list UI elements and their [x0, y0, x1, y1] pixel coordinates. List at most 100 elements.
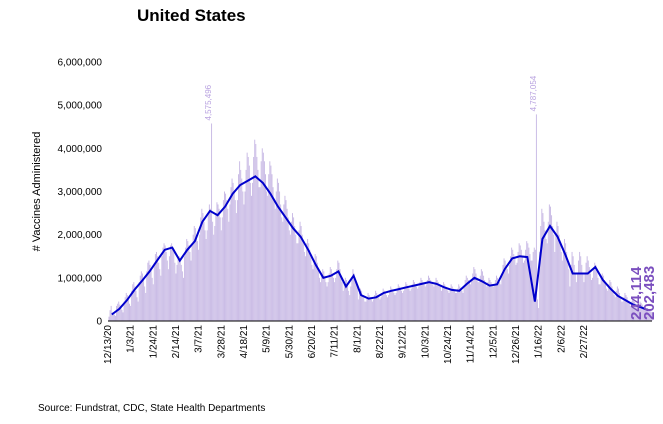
daily-bar — [247, 156, 249, 321]
daily-bar — [451, 286, 453, 321]
y-tick-label: 2,000,000 — [58, 230, 103, 241]
daily-bar — [334, 282, 336, 321]
daily-bar — [352, 269, 354, 321]
end-value-label: 202,483 — [641, 266, 658, 320]
daily-bar — [162, 247, 164, 321]
daily-bar — [114, 315, 116, 321]
daily-bar — [596, 271, 598, 321]
daily-bar — [250, 195, 252, 321]
daily-bar — [481, 271, 483, 321]
daily-bar — [216, 202, 218, 321]
daily-bar — [490, 282, 492, 321]
daily-bar — [369, 297, 371, 321]
daily-bar — [423, 284, 425, 321]
daily-bar — [397, 284, 399, 321]
daily-bar — [405, 282, 407, 321]
daily-bar — [389, 290, 391, 321]
daily-bar — [279, 191, 281, 321]
daily-bar — [152, 284, 154, 321]
daily-bar — [467, 279, 469, 321]
daily-bar — [269, 161, 271, 321]
daily-bar — [517, 251, 519, 321]
daily-bar — [225, 193, 227, 321]
daily-bar — [601, 273, 603, 321]
daily-bar — [437, 282, 439, 321]
daily-bar — [228, 221, 230, 321]
daily-bar — [567, 260, 569, 321]
daily-bar — [321, 273, 323, 321]
daily-bar — [562, 247, 564, 321]
daily-bar — [340, 275, 342, 321]
daily-bar — [624, 292, 626, 321]
daily-bar — [377, 295, 379, 321]
daily-bar — [170, 245, 172, 321]
daily-bar — [463, 286, 465, 321]
daily-bar — [338, 262, 340, 321]
daily-bar — [185, 247, 187, 321]
daily-bar — [649, 310, 651, 321]
daily-bar — [353, 273, 355, 321]
daily-bar — [636, 305, 638, 321]
daily-bar — [329, 267, 331, 321]
daily-bar — [635, 303, 637, 321]
daily-bar — [195, 234, 197, 321]
daily-bar — [433, 286, 435, 321]
daily-bar — [418, 286, 420, 321]
y-axis-label: # Vaccines Administered — [31, 132, 43, 252]
daily-bar — [403, 290, 405, 321]
daily-bar — [493, 284, 495, 321]
daily-bar — [327, 282, 329, 321]
daily-bar — [194, 228, 196, 321]
daily-bar — [602, 275, 604, 321]
daily-bar — [365, 301, 367, 321]
daily-bar — [127, 299, 129, 321]
daily-bar — [411, 284, 413, 321]
daily-bar — [241, 178, 243, 321]
x-tick-label: 2/6/22 — [556, 325, 567, 353]
daily-bar — [320, 282, 322, 321]
daily-bar — [621, 301, 623, 321]
daily-bar — [381, 292, 383, 321]
daily-bar — [611, 286, 613, 321]
daily-bar — [626, 297, 628, 321]
daily-bar — [637, 308, 639, 321]
daily-bar — [570, 264, 572, 321]
daily-bar — [619, 292, 621, 321]
daily-bar — [634, 301, 636, 321]
daily-bar — [173, 251, 175, 321]
daily-bar — [486, 286, 488, 321]
daily-bar — [215, 213, 217, 321]
daily-bar — [584, 273, 586, 321]
daily-bar — [497, 277, 499, 321]
x-tick-label: 10/24/21 — [443, 325, 454, 364]
daily-bar — [167, 269, 169, 321]
daily-bar — [230, 187, 232, 321]
daily-bar — [290, 221, 292, 321]
daily-bar — [494, 279, 496, 321]
daily-bar — [543, 221, 545, 321]
daily-bar — [158, 262, 160, 321]
x-tick-label: 2/14/21 — [171, 325, 182, 359]
daily-bar — [322, 269, 324, 321]
daily-bar — [371, 301, 373, 321]
daily-bar — [464, 279, 466, 321]
daily-bar — [568, 269, 570, 321]
x-tick-label: 8/1/21 — [352, 325, 363, 353]
daily-bar — [488, 277, 490, 321]
daily-bar — [390, 286, 392, 321]
daily-bar — [108, 316, 110, 321]
daily-bar — [263, 161, 265, 321]
daily-bar — [179, 260, 181, 321]
daily-bar — [299, 221, 301, 321]
daily-bar — [124, 297, 126, 321]
daily-bar — [350, 286, 352, 321]
daily-bar — [201, 208, 203, 321]
daily-bar — [483, 275, 485, 321]
daily-bar — [516, 262, 518, 321]
daily-bar — [625, 295, 627, 321]
daily-bar — [435, 277, 437, 321]
daily-bar — [424, 286, 426, 321]
daily-bar — [452, 288, 454, 321]
daily-bar — [226, 200, 228, 321]
